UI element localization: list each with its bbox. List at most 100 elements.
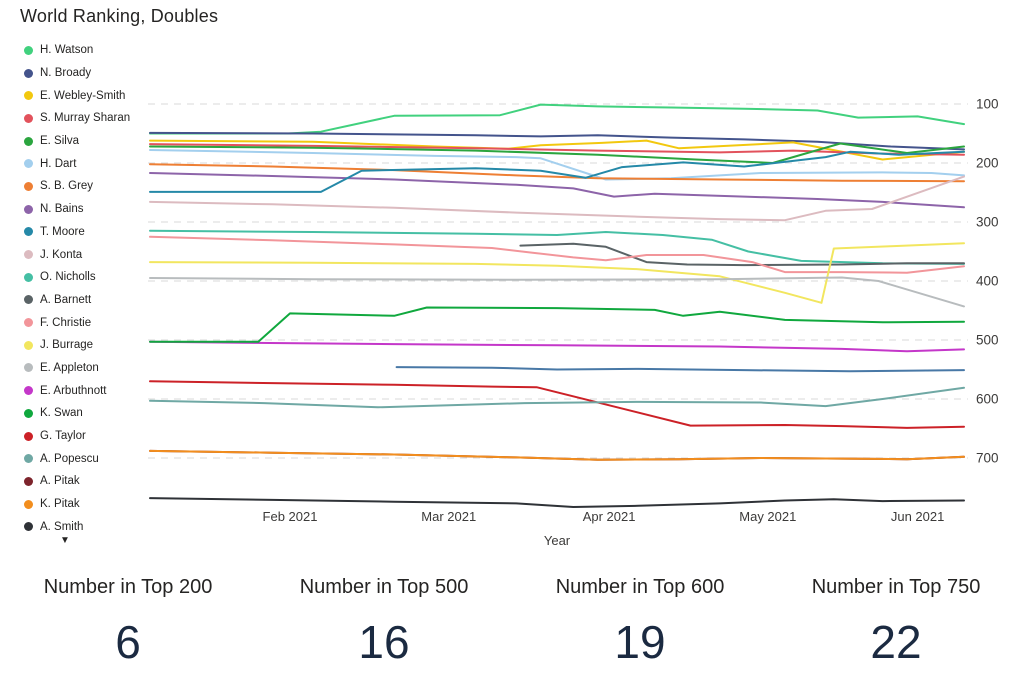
legend-item-label: F. Christie [40, 316, 92, 329]
series-line-e-arbuthnott[interactable] [149, 340, 965, 353]
series-line-n-broady[interactable] [149, 131, 965, 151]
kpi-card-number-in-top-750: Number in Top 750 22 [768, 576, 1024, 669]
legend-color-dot [24, 386, 33, 396]
legend-item-label: E. Webley-Smith [40, 89, 126, 102]
legend-item-g-taylor[interactable]: G. Taylor [24, 425, 130, 448]
legend-item-label: K. Pitak [40, 498, 80, 511]
legend-item-k-swan[interactable]: K. Swan [24, 402, 130, 425]
kpi-card-number-in-top-200: Number in Top 200 6 [0, 576, 256, 669]
legend-color-dot [24, 408, 33, 418]
legend-item-a-pitak[interactable]: A. Pitak [24, 470, 130, 493]
series-line-h-watson[interactable] [149, 103, 965, 135]
chart-legend: H. Watson N. Broady E. Webley-Smith S. M… [24, 39, 130, 538]
legend-color-dot [24, 204, 33, 214]
legend-color-dot [24, 136, 33, 146]
legend-item-label: A. Smith [40, 520, 84, 533]
legend-color-dot [24, 454, 33, 464]
legend-color-dot [24, 522, 33, 532]
series-line-unlabeled[interactable] [395, 366, 965, 373]
legend-color-dot [24, 68, 33, 78]
y-axis-tick-label: 100 [976, 97, 999, 112]
series-line-s-b-grey[interactable] [149, 163, 965, 183]
legend-item-e-webley-smith[interactable]: E. Webley-Smith [24, 84, 130, 107]
legend-item-j-burrage[interactable]: J. Burrage [24, 334, 130, 357]
series-line-e-silva[interactable] [149, 142, 965, 164]
kpi-label: Number in Top 500 [299, 576, 469, 598]
x-axis-title: Year [544, 533, 571, 548]
legend-color-dot [24, 363, 33, 373]
legend-item-j-konta[interactable]: J. Konta [24, 243, 130, 266]
series-line-a-popescu[interactable] [149, 386, 965, 409]
legend-item-t-moore[interactable]: T. Moore [24, 221, 130, 244]
x-axis-tick-label: Feb 2021 [263, 509, 318, 524]
legend-item-label: K. Swan [40, 407, 83, 420]
legend-color-dot [24, 91, 33, 101]
kpi-label: Number in Top 750 [811, 576, 981, 598]
legend-item-label: J. Konta [40, 248, 83, 261]
y-axis-tick-label: 500 [976, 333, 999, 348]
y-axis-tick-label: 600 [976, 392, 999, 407]
legend-item-h-dart[interactable]: H. Dart [24, 152, 130, 175]
series-line-o-nicholls[interactable] [149, 229, 965, 265]
legend-color-dot [24, 318, 33, 328]
legend-item-label: N. Broady [40, 67, 92, 80]
legend-color-dot [24, 272, 33, 282]
legend-item-k-pitak[interactable]: K. Pitak [24, 493, 130, 516]
series-line-a-smith[interactable] [149, 497, 965, 508]
x-axis-tick-label: Jun 2021 [891, 509, 945, 524]
legend-color-dot [24, 250, 33, 260]
kpi-card-number-in-top-500: Number in Top 500 16 [256, 576, 512, 669]
legend-item-f-christie[interactable]: F. Christie [24, 311, 130, 334]
y-axis-tick-label: 300 [976, 215, 999, 230]
series-line-k-pitak[interactable] [149, 449, 965, 461]
series-line-g-taylor[interactable] [149, 380, 965, 429]
legend-item-label: A. Popescu [40, 452, 99, 465]
legend-color-dot [24, 159, 33, 169]
series-line-t-moore[interactable] [149, 150, 965, 193]
legend-item-h-watson[interactable]: H. Watson [24, 39, 130, 62]
kpi-row: Number in Top 200 6 Number in Top 500 16… [0, 576, 1024, 669]
legend-item-n-bains[interactable]: N. Bains [24, 198, 130, 221]
legend-item-e-arbuthnott[interactable]: E. Arbuthnott [24, 379, 130, 402]
legend-item-a-smith[interactable]: A. Smith [24, 515, 130, 538]
series-line-n-bains[interactable] [149, 172, 965, 209]
series-line-j-konta[interactable] [149, 175, 965, 222]
legend-item-label: N. Bains [40, 203, 84, 216]
legend-item-s-b-grey[interactable]: S. B. Grey [24, 175, 130, 198]
chevron-down-icon[interactable]: ▼ [60, 535, 70, 546]
legend-item-label: E. Appleton [40, 361, 99, 374]
legend-item-o-nicholls[interactable]: O. Nicholls [24, 266, 130, 289]
x-axis-tick-label: Apr 2021 [583, 509, 636, 524]
legend-color-dot [24, 476, 33, 486]
legend-item-a-popescu[interactable]: A. Popescu [24, 447, 130, 470]
legend-item-label: J. Burrage [40, 339, 94, 352]
legend-item-label: H. Dart [40, 157, 77, 170]
legend-item-a-barnett[interactable]: A. Barnett [24, 289, 130, 312]
legend-item-s-murray-sharan[interactable]: S. Murray Sharan [24, 107, 130, 130]
series-line-e-appleton[interactable] [149, 276, 965, 308]
legend-item-label: A. Barnett [40, 293, 92, 306]
legend-color-dot [24, 499, 33, 509]
legend-item-e-silva[interactable]: E. Silva [24, 130, 130, 153]
legend-item-label: E. Silva [40, 135, 79, 148]
x-axis-tick-label: May 2021 [739, 509, 796, 524]
series-line-a-barnett[interactable] [519, 242, 965, 267]
legend-color-dot [24, 45, 33, 55]
y-axis-tick-label: 400 [976, 274, 999, 289]
series-line-f-christie[interactable] [149, 235, 965, 274]
kpi-value: 16 [358, 616, 410, 668]
legend-color-dot [24, 181, 33, 191]
legend-item-label: S. B. Grey [40, 180, 94, 193]
series-line-k-swan[interactable] [149, 306, 965, 343]
kpi-value: 6 [115, 616, 141, 668]
chart-title: World Ranking, Doubles [20, 6, 219, 26]
kpi-label: Number in Top 200 [43, 576, 213, 598]
y-axis-tick-label: 700 [976, 451, 999, 466]
series-line-j-burrage[interactable] [149, 242, 965, 304]
legend-item-label: O. Nicholls [40, 271, 96, 284]
legend-color-dot [24, 340, 33, 350]
legend-item-label: E. Arbuthnott [40, 384, 107, 397]
legend-item-e-appleton[interactable]: E. Appleton [24, 357, 130, 380]
legend-item-n-broady[interactable]: N. Broady [24, 62, 130, 85]
